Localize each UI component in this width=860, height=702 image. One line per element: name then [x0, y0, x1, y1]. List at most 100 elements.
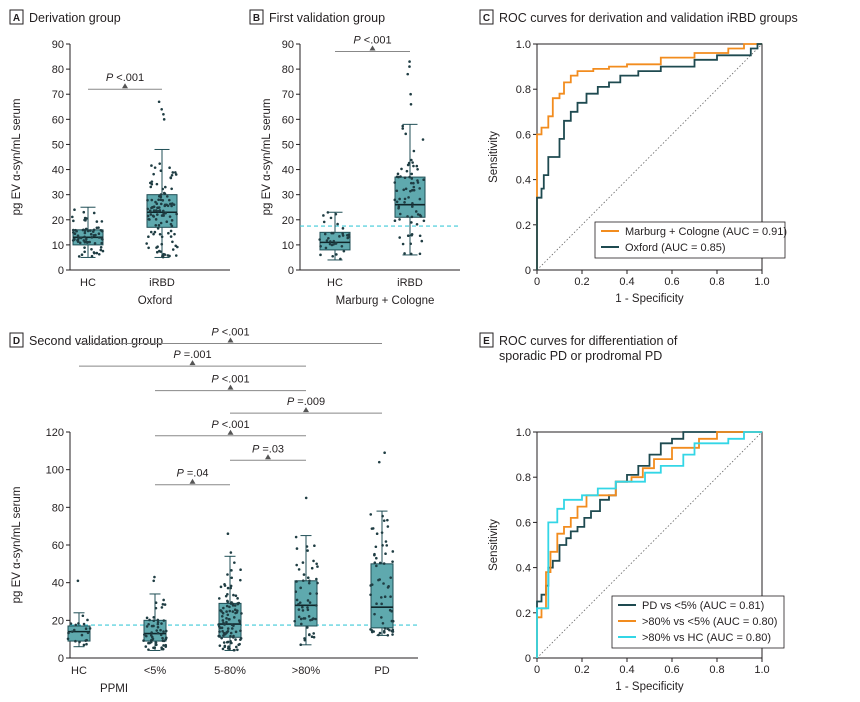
- y-tick-label: 0.2: [516, 220, 531, 232]
- panel-title: ROC curves for differentiation of: [499, 334, 678, 348]
- data-point: [153, 166, 157, 169]
- data-point: [165, 195, 169, 198]
- data-point: [301, 605, 304, 609]
- data-point: [312, 559, 315, 563]
- box: [294, 580, 318, 627]
- x-tick-label: >80%: [292, 665, 321, 677]
- data-point: [420, 239, 424, 243]
- data-point: [150, 631, 153, 634]
- x-tick-label: HC: [327, 277, 343, 289]
- y-tick-label: 20: [52, 215, 64, 227]
- data-point: [100, 237, 104, 240]
- data-point: [161, 209, 165, 213]
- data-point: [312, 632, 315, 635]
- x-tick-label: 0.4: [619, 664, 634, 676]
- data-point: [159, 250, 162, 253]
- data-point: [409, 252, 413, 256]
- data-point: [235, 611, 239, 614]
- legend: Marburg + Cologne (AUC = 0.91) Oxford (AU…: [594, 221, 787, 259]
- data-point: [226, 592, 229, 596]
- data-point: [147, 641, 150, 645]
- data-point: [161, 254, 165, 258]
- data-point: [221, 619, 225, 622]
- data-point: [73, 237, 76, 241]
- data-point: [312, 635, 316, 639]
- legend: PD vs <5% (AUC = 0.81) >80% vs <5% (AUC =…: [611, 595, 785, 649]
- y-tick-label: 40: [52, 578, 64, 590]
- reference-diagonal: [536, 431, 763, 659]
- panel-a: A Derivation group 0 10 20 30 40 50 60 70 80 90 pg E…: [9, 9, 230, 307]
- y-tick-label: 1.0: [516, 39, 531, 51]
- data-point: [407, 196, 410, 199]
- y-tick-label: 60: [52, 114, 64, 126]
- outlier-point: [160, 107, 163, 111]
- data-point: [319, 244, 322, 248]
- data-point: [157, 198, 160, 202]
- data-point: [152, 215, 156, 218]
- data-point: [99, 248, 103, 252]
- outlier-point: [304, 496, 308, 500]
- data-point: [220, 626, 224, 630]
- y-tick-label: 40: [282, 165, 294, 177]
- data-point: [375, 602, 378, 606]
- data-point: [295, 598, 299, 602]
- data-point: [67, 631, 70, 635]
- data-point: [79, 236, 83, 240]
- data-point: [315, 577, 318, 581]
- y-tick-label: 0.6: [516, 129, 531, 141]
- data-point: [390, 609, 393, 613]
- y-tick-label: 30: [52, 190, 64, 202]
- data-point: [83, 246, 86, 249]
- data-point: [369, 584, 372, 587]
- data-point: [396, 172, 400, 176]
- data-point: [88, 627, 92, 630]
- data-point: [71, 228, 75, 232]
- data-point: [164, 637, 168, 641]
- data-point: [308, 601, 312, 604]
- data-point: [173, 232, 176, 236]
- data-point: [230, 627, 234, 630]
- data-point: [154, 606, 158, 610]
- data-point: [225, 604, 229, 608]
- data-point: [416, 181, 420, 184]
- y-tick-label: 0.4: [516, 175, 531, 187]
- x-tick-label: 0.2: [574, 276, 589, 288]
- data-point: [318, 238, 321, 241]
- data-point: [372, 630, 375, 633]
- panel-letter: E: [483, 336, 490, 347]
- data-point: [382, 519, 386, 522]
- data-point: [147, 217, 151, 221]
- data-point: [398, 218, 401, 221]
- panel-badge: [9, 9, 24, 25]
- data-point: [308, 633, 311, 636]
- data-point: [150, 182, 154, 186]
- data-point: [90, 254, 94, 258]
- data-point: [233, 561, 236, 564]
- data-point: [398, 236, 401, 239]
- significance-marker: [189, 478, 196, 484]
- outlier-point: [377, 460, 381, 464]
- data-point: [336, 222, 339, 226]
- data-point: [326, 211, 330, 214]
- data-point: [83, 216, 87, 220]
- data-point: [380, 602, 383, 606]
- data-point: [86, 229, 90, 233]
- data-point: [162, 639, 166, 643]
- data-point: [332, 243, 335, 246]
- data-point: [147, 246, 150, 250]
- outlier-point: [162, 113, 165, 116]
- data-point: [154, 641, 158, 644]
- data-point: [410, 177, 414, 180]
- data-point: [159, 169, 163, 173]
- p-value: =.03: [259, 443, 284, 455]
- p-symbol: P: [211, 374, 219, 386]
- data-point: [401, 242, 405, 246]
- x-tick-label: 0.8: [709, 276, 724, 288]
- data-point: [73, 208, 76, 212]
- data-point: [373, 561, 377, 564]
- significance-marker: [189, 360, 196, 366]
- data-point: [403, 201, 406, 204]
- data-point: [306, 599, 310, 602]
- data-point: [299, 643, 303, 647]
- data-point: [230, 576, 234, 580]
